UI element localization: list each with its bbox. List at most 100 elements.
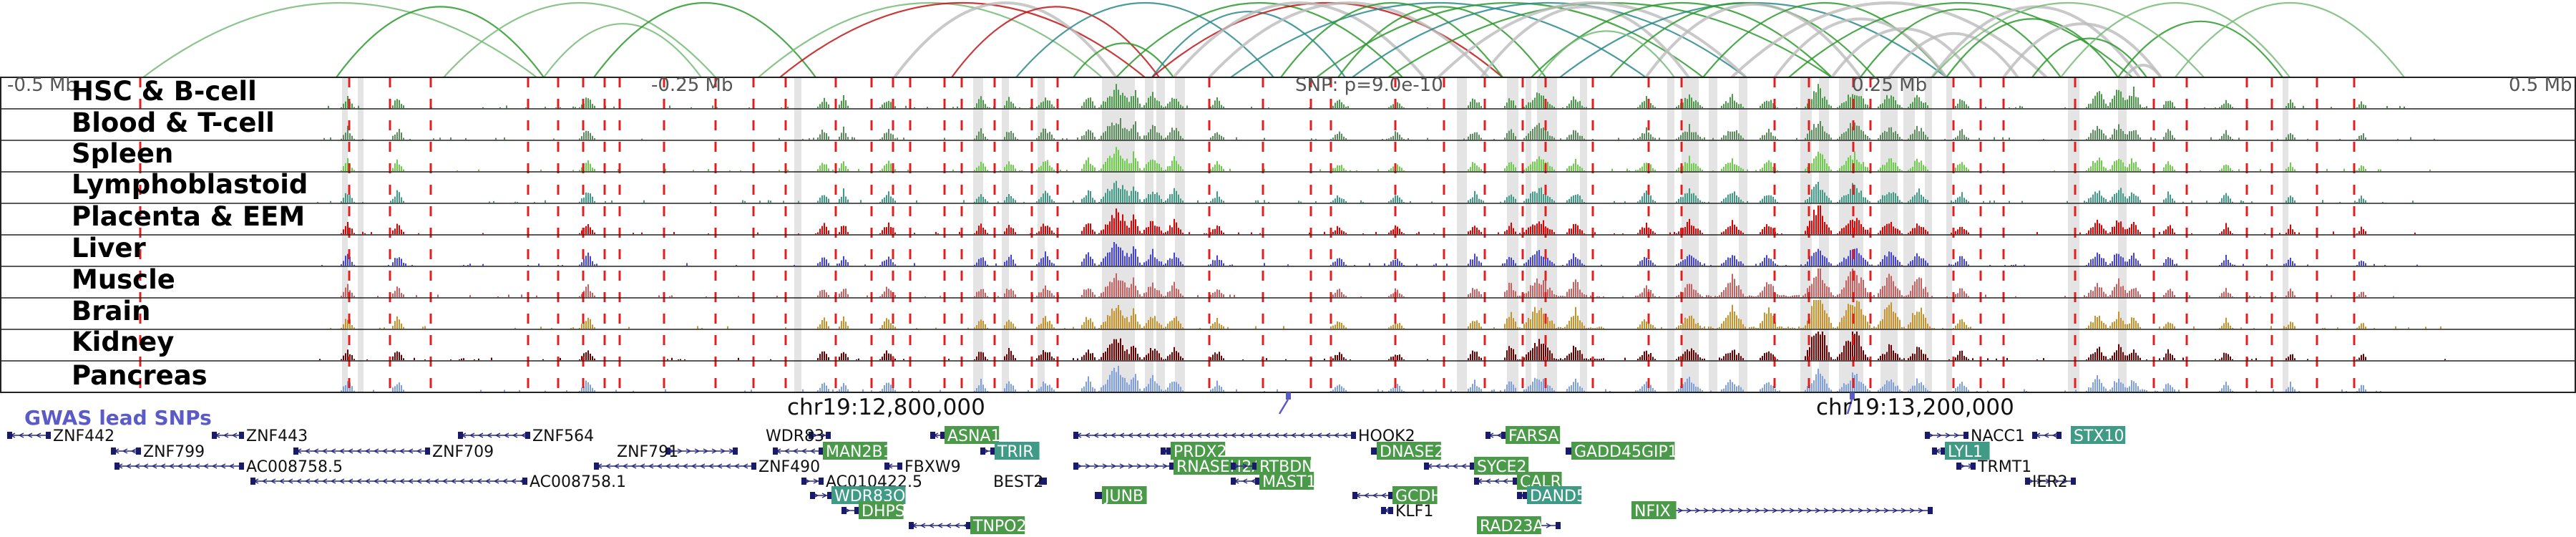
strand-chevron	[1084, 432, 1091, 438]
strand-chevron	[1119, 463, 1126, 469]
strand-chevron	[1460, 463, 1467, 469]
strand-chevron	[1153, 463, 1160, 469]
strand-chevron	[151, 463, 157, 469]
strand-chevron	[801, 448, 807, 454]
strand-chevron	[677, 448, 683, 454]
gene-asna1: ASNA1	[930, 426, 1001, 445]
gene-label: MAST1	[1262, 473, 1316, 491]
exon-block	[239, 463, 244, 470]
exon-block	[2032, 432, 2037, 439]
strand-chevron	[356, 448, 362, 454]
strand-chevron	[1307, 432, 1314, 438]
gene-lyl1: LYL1	[1932, 442, 1990, 461]
strand-chevron	[261, 478, 268, 484]
exon-block	[1513, 478, 1518, 485]
exon-block	[897, 463, 902, 470]
exon-block	[1501, 432, 1506, 439]
strand-chevron	[605, 463, 611, 469]
strand-chevron	[656, 463, 663, 469]
strand-chevron	[742, 463, 748, 469]
strand-chevron	[1187, 432, 1194, 438]
strand-chevron	[1712, 508, 1718, 513]
strand-chevron	[1892, 508, 1898, 513]
strand-chevron	[476, 478, 482, 484]
strand-chevron	[502, 478, 508, 484]
strand-chevron	[1918, 508, 1924, 513]
strand-chevron	[919, 523, 926, 528]
gene-hook2: HOOK2	[1073, 427, 1415, 445]
strand-chevron	[1372, 493, 1378, 498]
strand-chevron	[1093, 432, 1099, 438]
strand-chevron	[945, 523, 952, 528]
gene-fbxw9: FBXW9	[884, 458, 961, 476]
exon-block	[819, 448, 824, 455]
strand-chevron	[1256, 432, 1262, 438]
strand-chevron	[725, 463, 731, 469]
strand-chevron	[1435, 463, 1441, 469]
strand-chevron	[1161, 432, 1168, 438]
strand-chevron	[665, 463, 671, 469]
exon-block	[1941, 448, 1946, 455]
strand-chevron	[1170, 432, 1176, 438]
strand-chevron	[648, 463, 654, 469]
strand-chevron	[220, 463, 226, 469]
strand-chevron	[304, 448, 311, 454]
strand-chevron	[1264, 432, 1271, 438]
exon-block	[1381, 507, 1386, 514]
strand-chevron	[1737, 508, 1744, 513]
gene-trmt1: TRMT1	[1956, 458, 2031, 476]
strand-chevron	[484, 478, 491, 484]
gene-label-highlight	[2071, 426, 2126, 444]
loop-arc	[1830, 27, 1976, 77]
gene-label: ZNF443	[246, 427, 308, 445]
loop-arc	[443, 2, 716, 77]
strand-chevron	[477, 432, 484, 438]
gene-gcdh: GCDH	[1352, 486, 1443, 505]
strand-chevron	[954, 523, 960, 528]
gene-label: DAND5	[1530, 488, 1586, 505]
exon-block	[1928, 507, 1933, 514]
gene-label-highlight	[1257, 457, 1312, 475]
exon-block	[2057, 432, 2062, 439]
gene-label: AC008758.5	[246, 458, 343, 476]
loop-arc	[1437, 1, 1747, 77]
gene-wdr83: WDR83	[766, 427, 831, 445]
strand-chevron	[321, 478, 328, 484]
exon-block	[1372, 448, 1377, 455]
strand-chevron	[185, 463, 192, 469]
exon-block	[1039, 478, 1044, 485]
strand-chevron	[459, 478, 465, 484]
strand-chevron	[2045, 478, 2051, 484]
exon-block	[1252, 463, 1257, 470]
gene-label-highlight	[1377, 442, 1441, 460]
strand-chevron	[1136, 432, 1142, 438]
strand-chevron	[287, 478, 293, 484]
strand-chevron	[177, 463, 183, 469]
gene-label: PRDX2	[1174, 443, 1227, 461]
strand-chevron	[373, 448, 379, 454]
gene-label: DHPS	[862, 503, 905, 521]
exon-block	[1169, 463, 1174, 470]
gene-label: RTBDN	[1259, 458, 1314, 476]
strand-chevron	[1875, 508, 1881, 513]
strand-chevron	[1101, 432, 1108, 438]
strand-chevron	[809, 448, 816, 454]
exon-block	[909, 522, 914, 529]
gene-label-highlight	[1571, 442, 1675, 460]
strand-chevron	[399, 478, 405, 484]
exon-block	[1424, 463, 1429, 470]
exon-block	[1925, 432, 1930, 439]
exon-block	[819, 478, 824, 485]
exon-block	[940, 432, 945, 439]
strand-chevron	[168, 463, 175, 469]
gene-tnpo2: TNPO2	[909, 516, 1026, 536]
strand-chevron	[720, 448, 726, 454]
strand-chevron	[1493, 478, 1500, 484]
strand-chevron	[390, 478, 396, 484]
strand-chevron	[450, 478, 457, 484]
exon-block	[1932, 448, 1937, 455]
gene-ac008758.5: AC008758.5	[114, 458, 343, 476]
strand-chevron	[1136, 463, 1143, 469]
